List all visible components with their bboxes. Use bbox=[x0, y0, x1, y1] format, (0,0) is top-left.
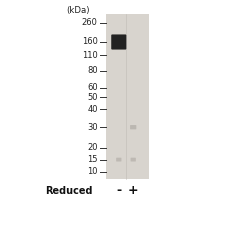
Text: 30: 30 bbox=[87, 123, 98, 132]
Bar bbox=[106, 14, 149, 179]
Text: 110: 110 bbox=[82, 51, 98, 60]
Text: +: + bbox=[128, 184, 138, 197]
Text: 10: 10 bbox=[87, 167, 98, 176]
FancyBboxPatch shape bbox=[131, 158, 136, 162]
Text: 40: 40 bbox=[87, 105, 98, 114]
Text: Reduced: Reduced bbox=[45, 186, 92, 196]
Text: (kDa): (kDa) bbox=[66, 6, 90, 15]
Text: -: - bbox=[116, 184, 121, 197]
Text: 60: 60 bbox=[87, 83, 98, 92]
FancyBboxPatch shape bbox=[111, 34, 126, 50]
Text: 15: 15 bbox=[87, 155, 98, 164]
Text: 20: 20 bbox=[87, 143, 98, 152]
Text: 260: 260 bbox=[82, 18, 98, 27]
FancyBboxPatch shape bbox=[116, 158, 121, 162]
Text: 80: 80 bbox=[87, 66, 98, 75]
Text: 50: 50 bbox=[87, 93, 98, 102]
FancyBboxPatch shape bbox=[130, 125, 136, 129]
Text: 160: 160 bbox=[82, 37, 98, 47]
